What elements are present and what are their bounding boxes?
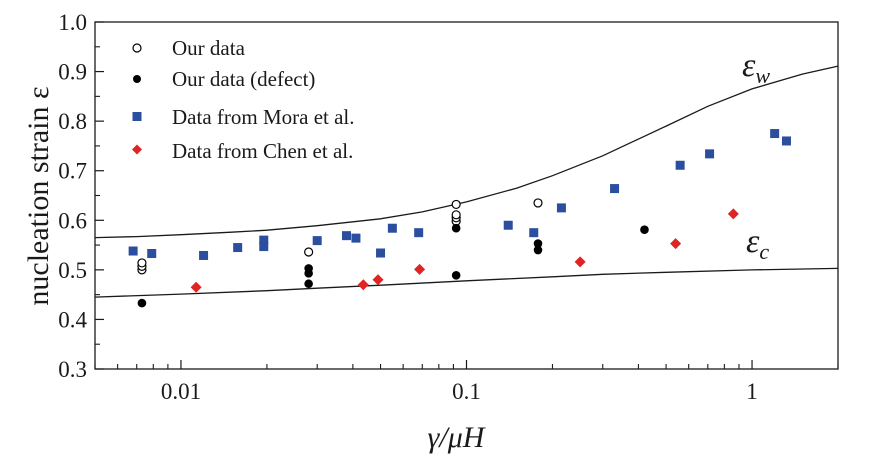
legend-marker-chen [132, 144, 142, 155]
model-curves [94, 65, 839, 298]
point-mora [529, 228, 539, 238]
point-our-data-defect [451, 271, 461, 280]
legend-marker-mora [132, 112, 142, 121]
axis-ticks [94, 21, 839, 370]
point-chen [727, 208, 739, 220]
point-our-data [451, 210, 461, 220]
x-axis-title: γ/μH [428, 421, 487, 454]
point-mora [387, 223, 397, 233]
point-mora [199, 250, 209, 260]
point-our-data-defect [137, 298, 147, 308]
curve-label-epsilon-w: εw [742, 47, 770, 88]
y-tick-label: 0.8 [58, 109, 87, 134]
y-tick-label: 0.9 [58, 60, 87, 85]
point-chen [670, 238, 682, 250]
point-chen [190, 281, 202, 293]
point-mora [259, 235, 269, 245]
point-mora [705, 149, 715, 159]
point-mora [781, 136, 791, 146]
point-our-data-defect [451, 223, 461, 233]
data-points [128, 129, 791, 308]
point-mora [342, 231, 352, 241]
curve-epsilon-c [94, 267, 839, 298]
point-mora [556, 203, 566, 213]
point-mora [312, 236, 322, 246]
legend-label-mora: Data from Mora et al. [172, 105, 355, 129]
y-axis-title: nucleation strain ε [22, 86, 55, 305]
point-mora [610, 184, 620, 194]
legend-label-our-data-defect: Our data (defect) [172, 67, 315, 91]
tick-labels: 0.3 0.4 0.5 0.6 0.7 0.8 0.9 1.0 0.01 0.1 1 [58, 10, 758, 404]
x-tick-label: 0.1 [452, 379, 481, 404]
legend-marker-our-data [132, 43, 142, 53]
point-mora [414, 228, 424, 238]
point-our-data-defect [640, 225, 649, 235]
point-mora [128, 246, 138, 256]
legend: Our data Our data (defect) Data from Mor… [132, 36, 355, 163]
point-our-data [304, 247, 314, 257]
y-tick-label: 0.6 [58, 208, 87, 233]
legend-label-our-data: Our data [172, 36, 246, 60]
point-mora [376, 248, 386, 258]
legend-label-chen: Data from Chen et al. [172, 139, 353, 163]
x-tick-label: 0.01 [161, 379, 201, 404]
legend-marker-our-data-defect [133, 75, 141, 83]
point-our-data-defect [533, 245, 543, 255]
point-mora [233, 243, 243, 253]
curve-epsilon-w [94, 65, 839, 239]
point-chen [357, 279, 369, 291]
point-chen [414, 263, 426, 275]
y-tick-label: 0.4 [58, 307, 87, 332]
point-mora [351, 233, 361, 243]
point-chen [372, 274, 384, 286]
point-mora [503, 220, 513, 230]
x-tick-label: 1 [746, 379, 758, 404]
y-tick-label: 0.5 [58, 258, 87, 283]
curve-label-epsilon-c: εc [746, 223, 769, 264]
y-tick-label: 0.3 [58, 357, 87, 382]
point-our-data-defect [304, 279, 313, 289]
point-our-data [137, 258, 147, 268]
point-our-data-defect [304, 264, 313, 273]
point-our-data-defect [533, 239, 543, 248]
point-mora [259, 242, 269, 252]
point-our-data [451, 199, 461, 210]
point-mora [770, 129, 780, 139]
point-mora [675, 160, 685, 170]
point-chen [574, 256, 586, 268]
y-tick-label: 0.7 [58, 159, 87, 184]
point-our-data [533, 198, 543, 208]
point-mora [147, 248, 157, 258]
y-tick-label: 1.0 [58, 10, 87, 35]
